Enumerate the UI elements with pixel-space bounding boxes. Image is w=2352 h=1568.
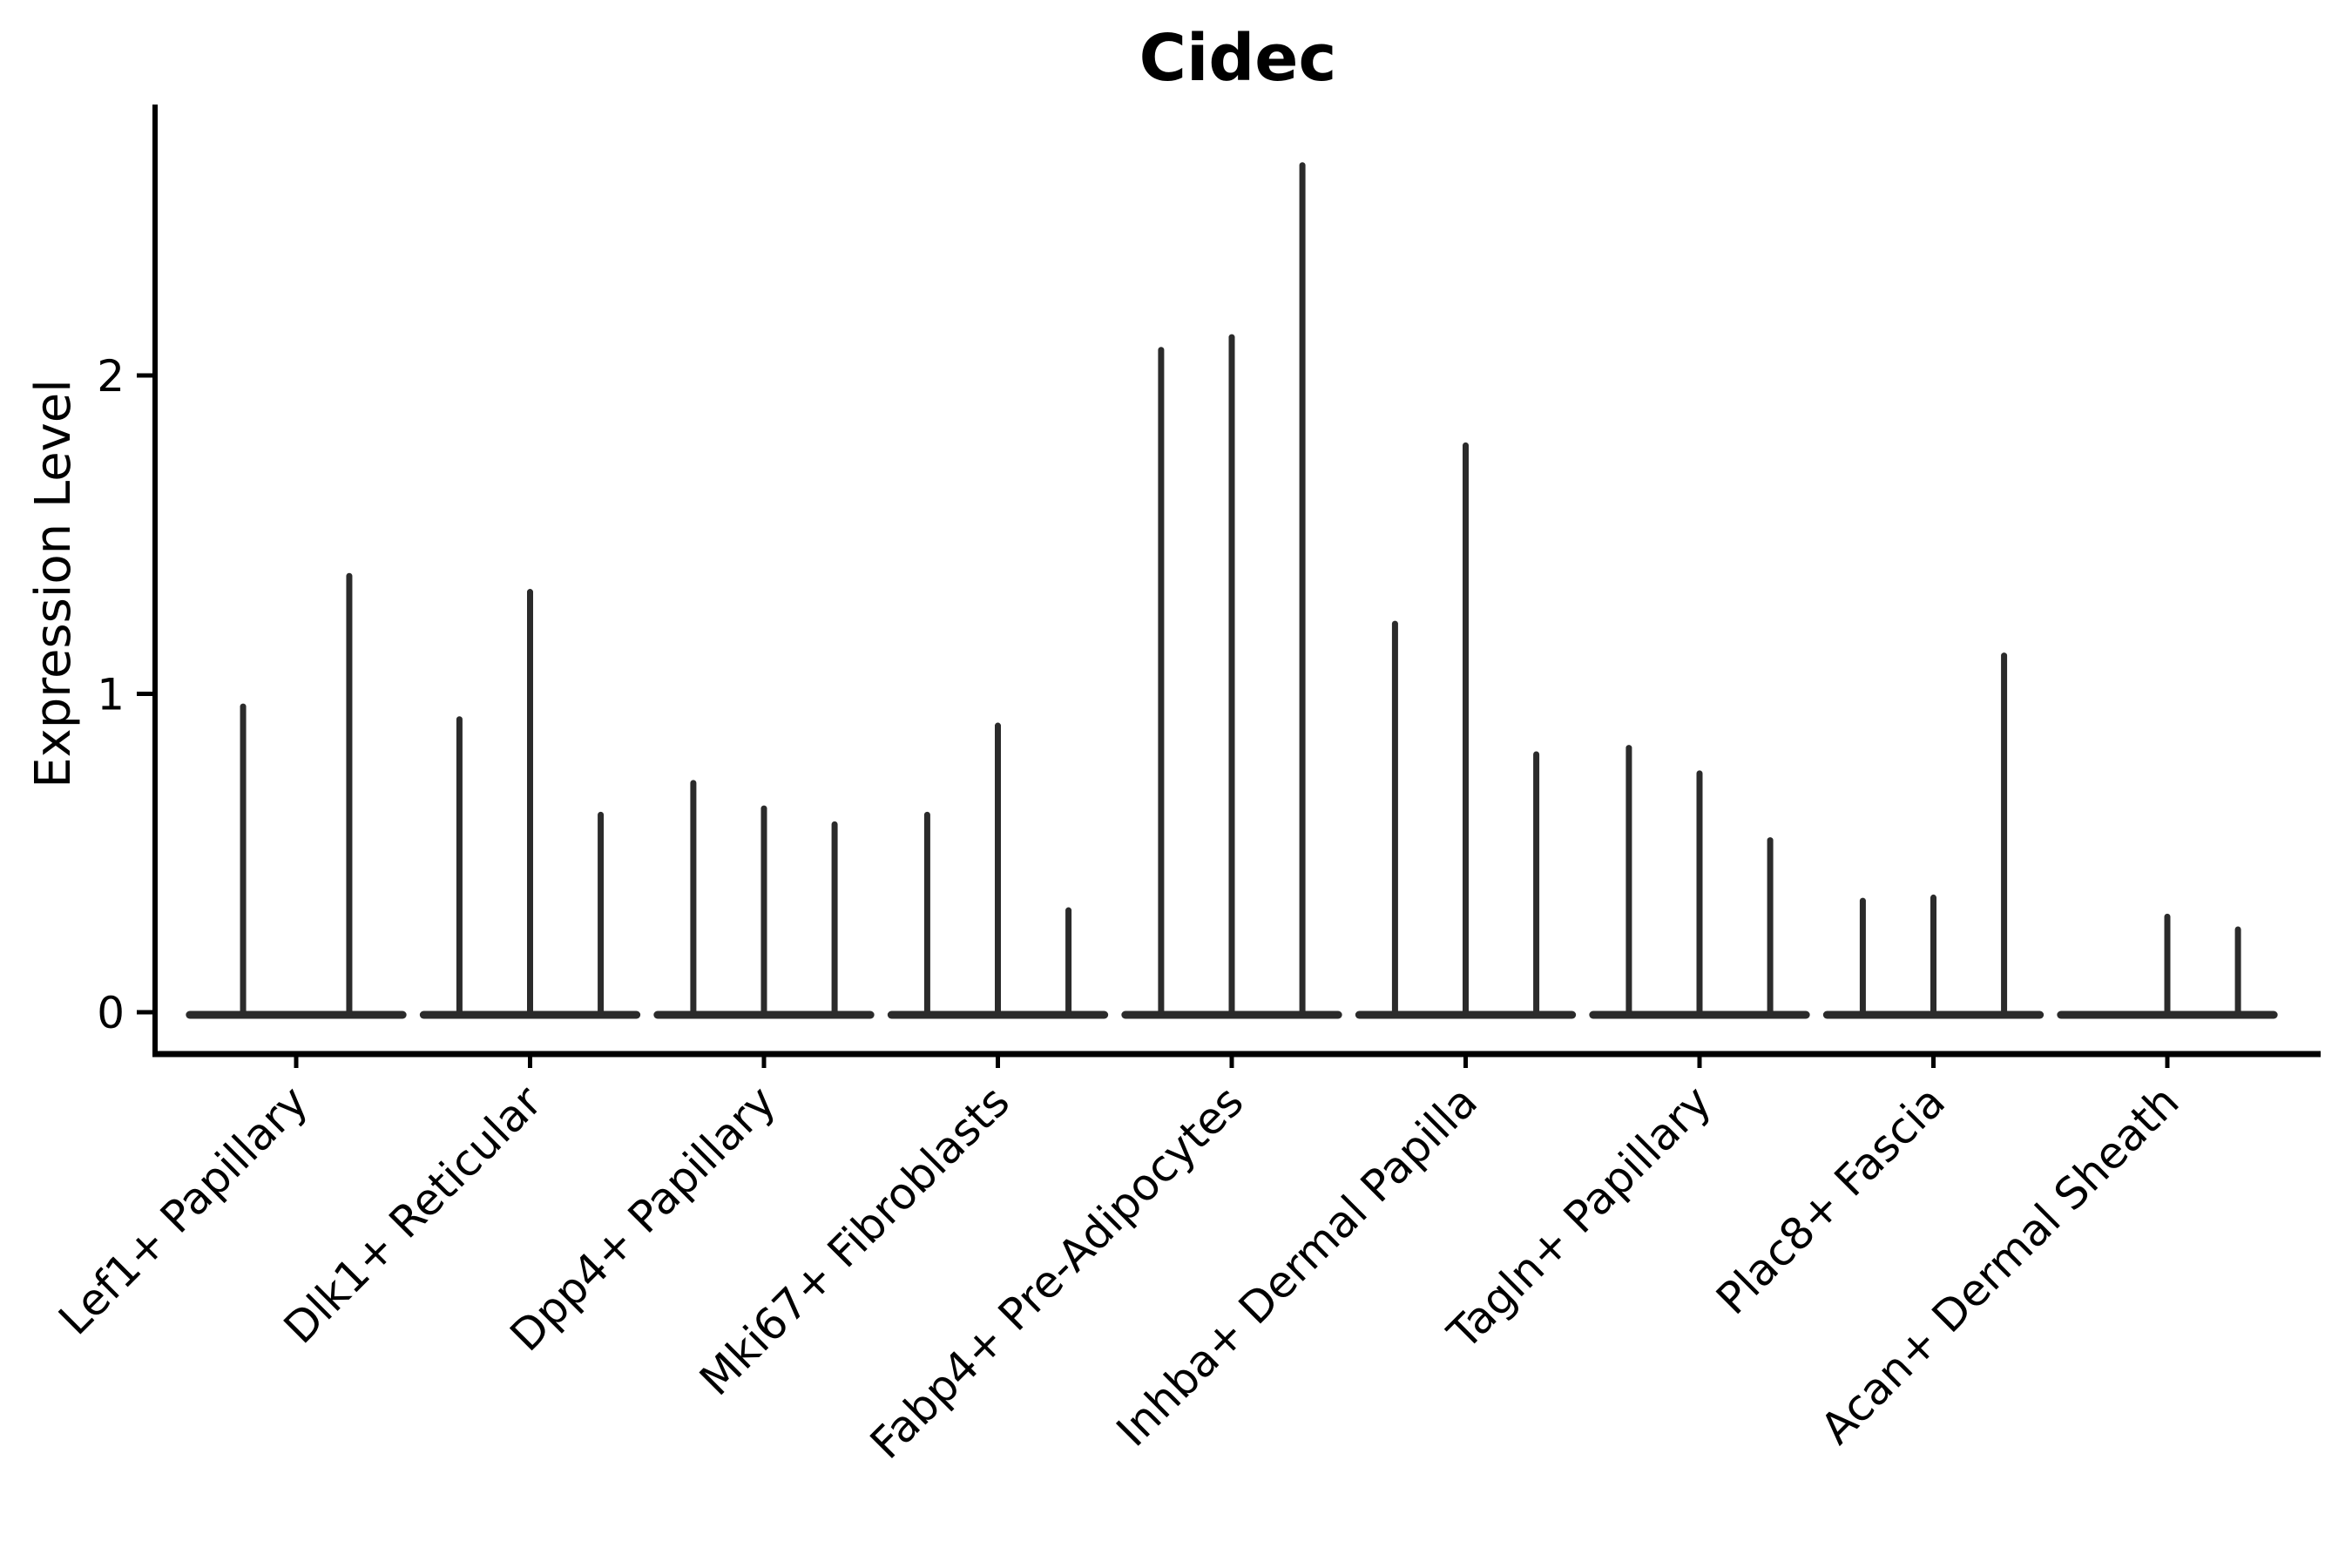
- x-tick-label: Plac8+ Fascia: [1707, 1076, 1955, 1324]
- y-tick-label: 0: [97, 988, 125, 1038]
- x-tick-label: Fabp4+ Pre-Adipocytes: [861, 1076, 1254, 1469]
- y-tick-label: 1: [97, 670, 125, 720]
- chart-title: Cidec: [1139, 21, 1337, 96]
- x-tick-label: Lef1+ Papillary: [49, 1076, 317, 1344]
- x-tick-label: Dlk1+ Reticular: [274, 1076, 551, 1353]
- y-tick-label: 2: [97, 351, 125, 402]
